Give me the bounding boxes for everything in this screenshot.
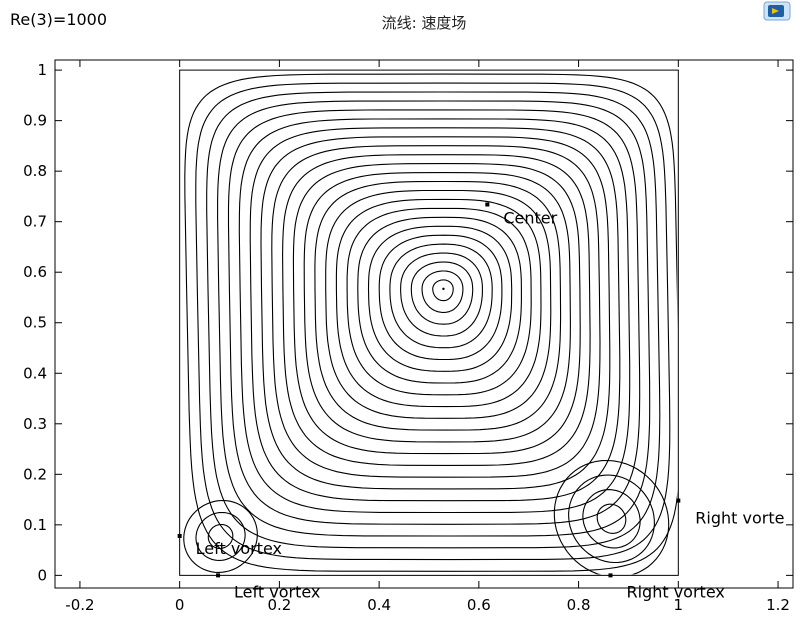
streamlines-group: [183, 73, 678, 575]
streamline: [346, 207, 532, 396]
y-tick-label: 1: [37, 61, 47, 79]
annotation-label: Center: [503, 209, 557, 228]
streamline: [303, 172, 571, 443]
axes-frame: [54, 59, 794, 589]
right-eddy-streamline: [596, 503, 627, 534]
annotation-point: [676, 498, 681, 503]
x-tick-label: 0: [175, 596, 185, 614]
streamline: [410, 261, 474, 325]
x-tick-label: 0.8: [567, 596, 591, 614]
x-tick-label: 0.6: [467, 596, 491, 614]
streamline: [389, 243, 493, 349]
y-tick-label: 0: [37, 566, 47, 584]
left-eddy-streamline: [207, 523, 234, 550]
streamline: [260, 136, 611, 490]
y-tick-label: 0.7: [23, 213, 47, 231]
x-tick-label: 0.2: [267, 596, 291, 614]
app-logo-icon: [763, 1, 791, 21]
annotation-point: [216, 573, 221, 578]
x-tick-label: -0.2: [65, 596, 94, 614]
streamline: [314, 180, 562, 431]
x-tick-label: 0.4: [367, 596, 391, 614]
streamline: [249, 127, 621, 502]
plot-title: 流线: 速度场: [381, 14, 467, 32]
streamline: [432, 279, 454, 302]
annotation-point: [485, 202, 490, 207]
annotation-label: Right vortex: [626, 582, 724, 601]
y-tick-label: 0.3: [23, 415, 47, 433]
vortex-center-dot: [442, 287, 445, 291]
annotation-label: Left vortex: [234, 582, 320, 601]
streamline: [217, 100, 651, 537]
y-tick-label: 0.6: [23, 263, 47, 281]
right-eddy-streamline: [553, 459, 670, 575]
streamline: [421, 270, 464, 313]
streamline: [325, 189, 552, 419]
right-eddy-streamline: [582, 489, 641, 549]
cavity-boundary: [179, 69, 679, 576]
parameter-label: Re(3)=1000: [10, 10, 108, 29]
streamline: [282, 154, 591, 466]
streamline: [292, 163, 581, 455]
y-tick-label: 0.9: [23, 112, 47, 130]
streamline: [400, 252, 483, 337]
streamline: [367, 225, 513, 372]
y-tick-label: 0.8: [23, 162, 47, 180]
streamline: [378, 234, 503, 361]
streamline: [184, 73, 678, 572]
left-eddy-streamline: [183, 499, 258, 573]
x-tick-label: 1: [674, 596, 684, 614]
right-eddy-streamline: [568, 474, 655, 564]
streamline: [357, 216, 522, 384]
y-tick-label: 0.1: [23, 516, 47, 534]
streamline: [206, 91, 661, 549]
x-tick-label: 1.2: [766, 596, 790, 614]
streamline: [238, 118, 631, 514]
annotation-label: Left vortex: [196, 539, 282, 558]
annotation-label: Right vorte: [695, 509, 784, 528]
y-tick-label: 0.5: [23, 314, 47, 332]
streamline: [195, 82, 671, 561]
streamline: [227, 109, 641, 525]
annotation-point: [177, 533, 182, 538]
annotation-point: [608, 573, 613, 578]
y-tick-label: 0.2: [23, 465, 47, 483]
left-eddy-streamline: [195, 511, 246, 561]
streamline: [271, 145, 601, 478]
y-tick-label: 0.4: [23, 364, 47, 382]
streamline: [335, 198, 542, 408]
